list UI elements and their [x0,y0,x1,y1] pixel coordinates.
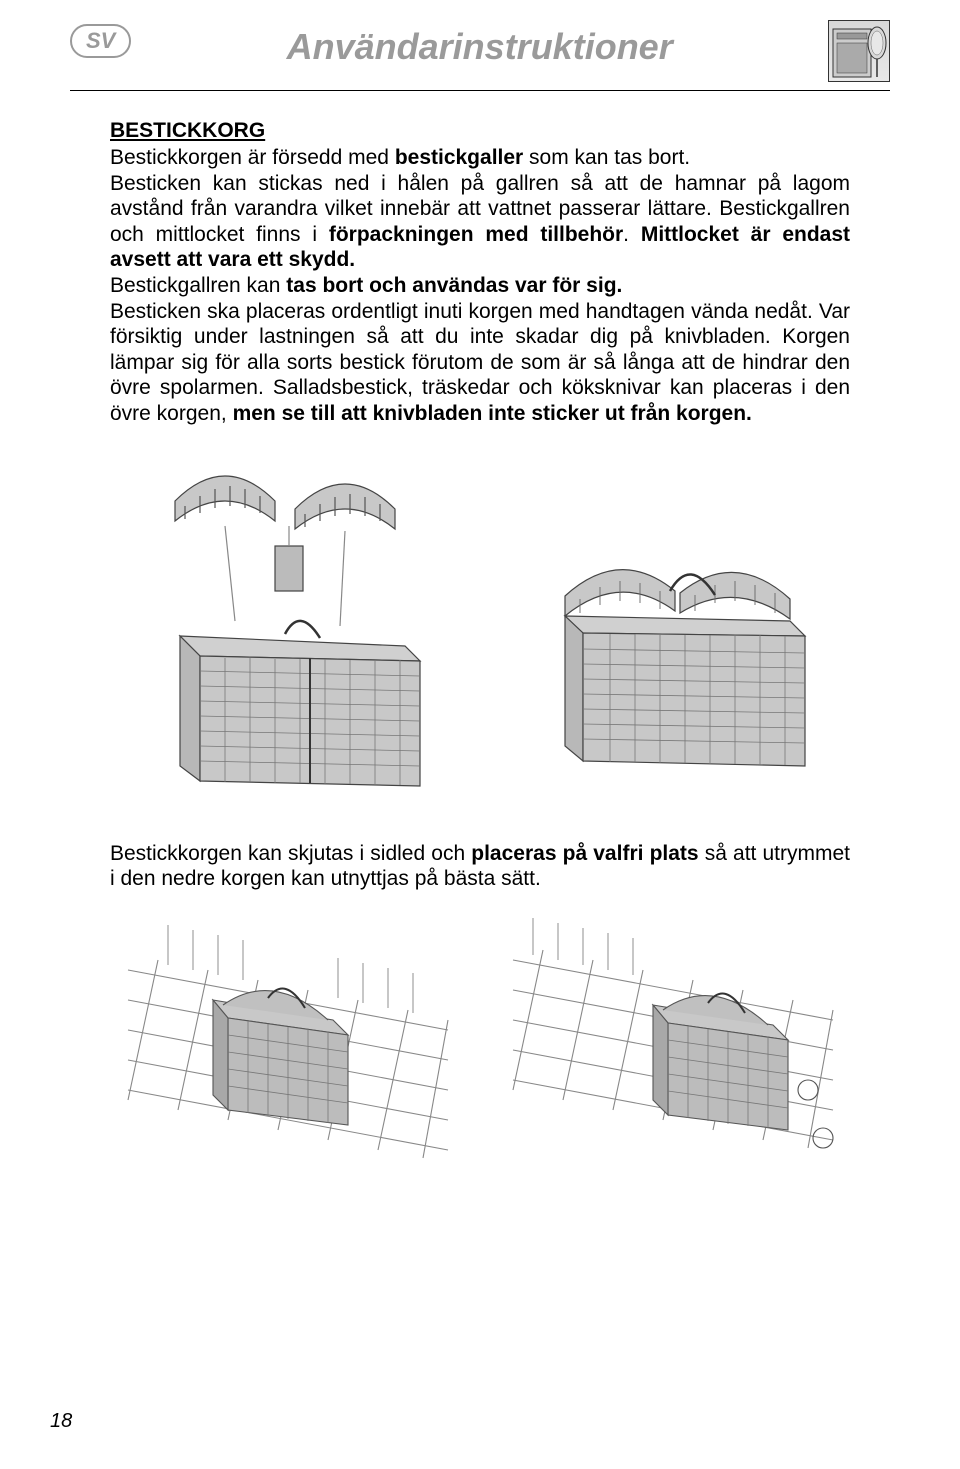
text-bold: men se till att knivbladen inte sticker … [233,402,752,425]
text-bold: förpackningen med tillbehör [329,223,623,246]
paragraph-4: Besticken ska placeras ordentligt inuti … [110,299,850,427]
language-badge: SV [70,24,131,58]
text: som kan tas bort. [523,146,690,169]
paragraph-2: Besticken kan stickas ned i hålen på gal… [110,171,850,273]
paragraph-3: Bestickgallren kan tas bort och användas… [110,273,850,299]
basket-open-illustration [135,451,445,801]
illustration-row-baskets [110,451,850,801]
text: Bestickgallren kan [110,274,286,297]
text: Bestickkorgen är försedd med [110,146,395,169]
text-bold: placeras på valfri plats [471,842,698,865]
rack-left-illustration [118,910,458,1170]
page: SV Användarinstruktioner BESTICKKORG Bes… [0,0,960,1469]
text: . [623,223,641,246]
paragraph-1: Bestickkorgen är försedd med bestickgall… [110,145,850,171]
header: SV Användarinstruktioner [70,20,890,82]
rack-right-illustration [503,910,843,1170]
section-heading: BESTICKKORG [110,119,850,143]
content: BESTICKKORG Bestickkorgen är försedd med… [70,119,890,1170]
basket-closed-illustration [525,451,825,801]
illustration-row-racks [110,910,850,1170]
text-bold: tas bort och användas var för sig. [286,274,622,297]
page-number: 18 [50,1410,72,1433]
divider [70,90,890,91]
page-title: Användarinstruktioner [131,26,828,68]
paragraph-5: Bestickkorgen kan skjutas i sidled och p… [110,841,850,892]
text-bold: bestickgaller [395,146,523,169]
text: Bestickkorgen kan skjutas i sidled och [110,842,471,865]
dishwasher-icon [828,20,890,82]
